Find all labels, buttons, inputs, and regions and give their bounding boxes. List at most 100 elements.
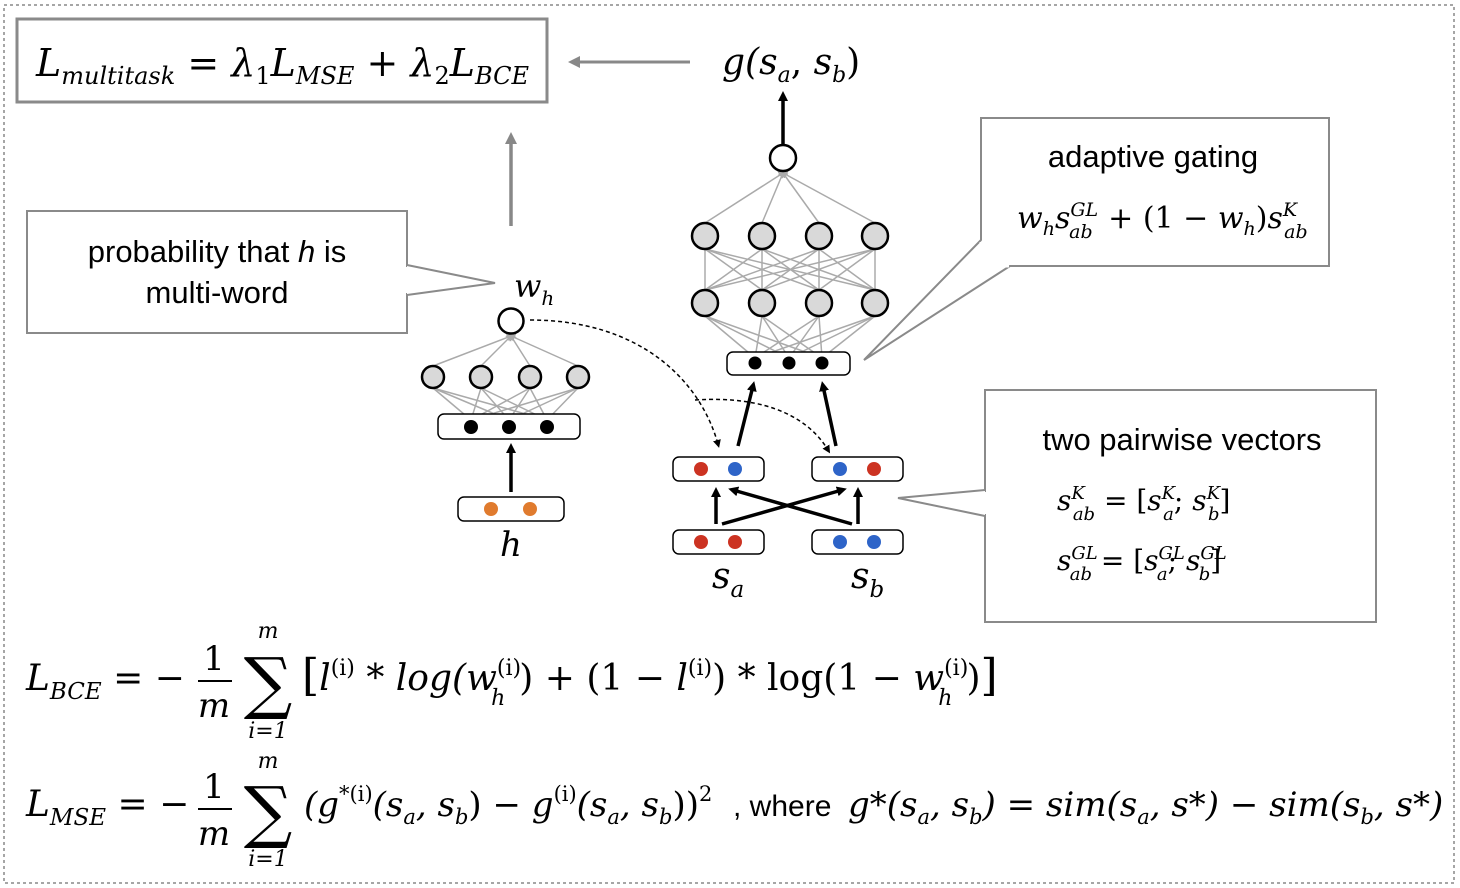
svg-text:m: m: [258, 619, 279, 644]
pair-vector-k-dot: [728, 462, 742, 476]
svg-text:LBCE = −: LBCE = −: [25, 658, 185, 705]
right-network-edges: [704, 169, 876, 359]
adaptive-gating-callout: [980, 117, 1330, 267]
probability-pointer: [406, 264, 496, 296]
right-hidden1-node: [747, 288, 777, 318]
left-network-edges: [432, 332, 579, 421]
h-input-box: [457, 496, 565, 522]
right-hidden2-node: [804, 221, 834, 251]
network-edge: [704, 315, 756, 359]
mse-formula: LMSE = − 1 m m ∑ i=1 (g*(i)(sa, sb) − g(…: [25, 749, 1443, 872]
adaptive-gating-title: adaptive gating: [1048, 139, 1258, 174]
network-edge: [507, 333, 579, 367]
probability-line1: probability that h is: [88, 234, 346, 269]
h-embedding-dot: [502, 420, 516, 434]
arrow-pair-k-up: [736, 381, 757, 447]
bce-formula: LBCE = − 1 m m ∑ i=1 [l(i) * log(w(i) h) …: [25, 619, 998, 744]
arrow-sa-cross: [721, 486, 847, 526]
network-edge: [704, 248, 763, 291]
h-label: h: [500, 525, 522, 565]
pairwise-gl-formula: sGL ab = [sGL a; sGL b]: [1057, 543, 1227, 585]
svg-text:∑: ∑: [244, 773, 293, 852]
network-edge: [704, 248, 876, 291]
pair-vector-gl-box: [811, 456, 904, 482]
network-edge: [779, 171, 876, 224]
gated-vector-dot: [748, 356, 762, 370]
svg-text:LMSE = −: LMSE = −: [25, 784, 189, 831]
svg-text:∑: ∑: [244, 644, 293, 723]
network-edge: [761, 169, 786, 224]
network-edge: [788, 315, 820, 359]
network-edge: [761, 248, 876, 291]
sb-input-box: [811, 529, 904, 555]
pairwise-k-formula: sK ab = [sK a; sK b]: [1057, 483, 1230, 525]
pairwise-title: two pairwise vectors: [1042, 422, 1321, 457]
h-embedding-dot: [464, 420, 478, 434]
adaptive-gating-pointer: [863, 239, 1011, 361]
h-embedding-dot: [540, 420, 554, 434]
left-hidden-node: [517, 364, 543, 390]
pair-vector-gl-dot: [867, 462, 881, 476]
network-edge: [704, 248, 820, 291]
multiword-prob-node: [497, 307, 525, 335]
network-edge: [704, 315, 790, 359]
right-hidden2-node: [860, 221, 890, 251]
network-edge: [818, 315, 823, 359]
multitask-loss-formula: Lmultitask = λ1LMSE + λ2LBCE: [35, 41, 529, 90]
sa-input-dot: [694, 535, 708, 549]
svg-text:[l(i) * log(w(i)h) + (1 − l(i): [l(i) * log(w(i) h) + (1 − l(i)) * log(1 …: [302, 650, 998, 711]
network-edge: [704, 170, 787, 224]
svg-text:m: m: [198, 686, 230, 726]
network-edge: [704, 315, 823, 359]
wh-to-sb-dashed: [694, 398, 831, 454]
gated-vector-dot: [782, 356, 796, 370]
probability-line2: multi-word: [146, 275, 289, 310]
network-edge: [821, 315, 876, 359]
svg-text:m: m: [258, 749, 279, 774]
pair-vector-gl-dot: [833, 462, 847, 476]
svg-text:(g*(i)(sa, sb) − g(i)(sa, sb)): (g*(i)(sa, sb) − g(i)(sa, sb))2: [304, 782, 712, 829]
svg-text:1: 1: [203, 767, 225, 807]
multitask-loss-box: [15, 17, 549, 104]
adaptive-gating-formula: whsGL ab + (1 − wh)sK ab: [1017, 199, 1308, 243]
left-hidden-node: [565, 364, 591, 390]
arrow-pair-gl-up: [819, 381, 838, 447]
network-edge: [432, 333, 515, 367]
wh-label: wh: [514, 267, 554, 310]
right-hidden2-node: [747, 221, 777, 251]
pairwise-pointer: [897, 489, 986, 517]
network-edge: [761, 315, 790, 359]
h-input-dot: [523, 502, 537, 516]
svg-text:i=1: i=1: [248, 719, 287, 744]
arrow-sb-cross: [728, 486, 853, 526]
sb-label: sb: [851, 556, 884, 603]
network-edge: [780, 169, 820, 224]
probability-callout: [26, 210, 408, 334]
network-edge: [818, 248, 876, 291]
network-edge: [480, 333, 514, 367]
network-edge: [761, 315, 823, 359]
wh-to-sa-dashed: [529, 319, 721, 448]
sb-input-dot: [833, 535, 847, 549]
svg-text:, where: , where: [733, 790, 831, 823]
pairwise-callout: [984, 389, 1377, 623]
svg-text:g*(sa, sb) = sim(sa, s*) − sim: g*(sa, sb) = sim(sa, s*) − sim(sb, s*): [848, 785, 1443, 829]
left-hidden-node: [468, 364, 494, 390]
svg-text:i=1: i=1: [248, 847, 287, 872]
right-hidden1-node: [860, 288, 890, 318]
h-input-dot: [484, 502, 498, 516]
right-hidden1-node: [804, 288, 834, 318]
svg-text:1: 1: [203, 639, 225, 679]
pair-vector-k-dot: [694, 462, 708, 476]
pair-vector-k-box: [672, 456, 765, 482]
sa-input-box: [672, 529, 765, 555]
sa-input-dot: [728, 535, 742, 549]
left-hidden-node: [420, 364, 446, 390]
sa-label: sa: [712, 556, 744, 603]
sb-input-dot: [867, 535, 881, 549]
right-hidden1-node: [690, 288, 720, 318]
svg-text:m: m: [198, 814, 230, 854]
gated-vector-dot: [815, 356, 829, 370]
